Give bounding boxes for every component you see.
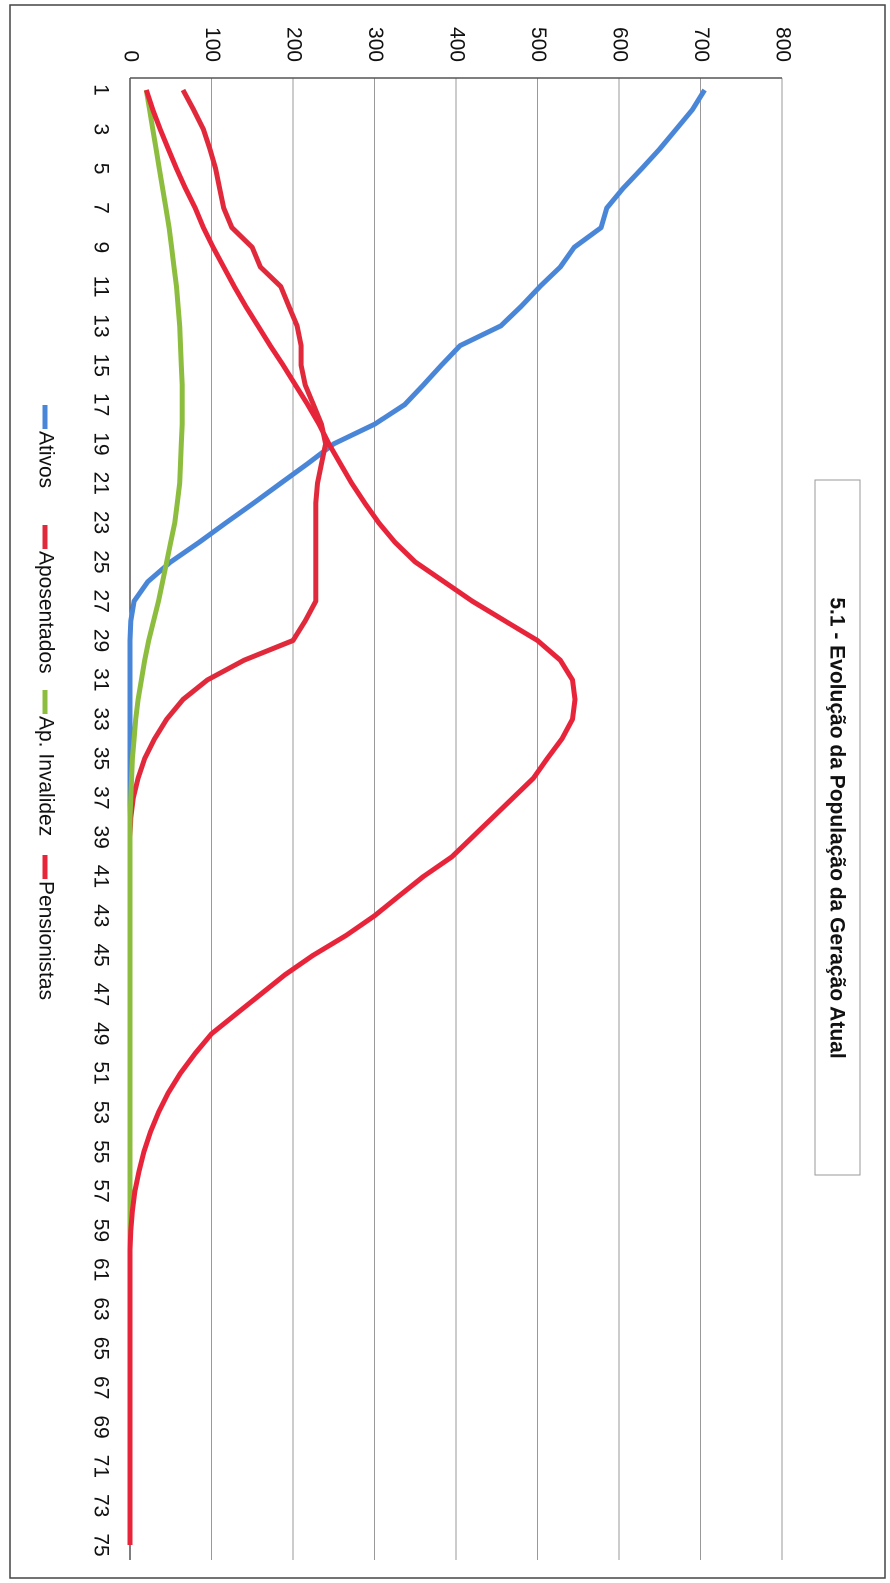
y-tick-label: 800 bbox=[771, 27, 794, 62]
x-tick-label: 73 bbox=[89, 1494, 112, 1517]
x-tick-label: 65 bbox=[89, 1337, 112, 1360]
x-tick-label: 71 bbox=[89, 1455, 112, 1478]
series-line bbox=[127, 88, 329, 1545]
x-tick-label: 35 bbox=[89, 747, 112, 770]
x-tick-label: 31 bbox=[89, 668, 112, 691]
x-tick-label: 29 bbox=[89, 629, 112, 652]
series-line bbox=[127, 89, 185, 1545]
y-tick-label: 500 bbox=[527, 27, 550, 62]
x-tick-label: 7 bbox=[89, 202, 112, 214]
x-tick-label: 41 bbox=[89, 865, 112, 888]
title-box bbox=[814, 479, 861, 1176]
y-tick-label: 600 bbox=[608, 27, 631, 62]
y-tick-label: 400 bbox=[445, 27, 468, 62]
x-tick-label: 55 bbox=[89, 1140, 112, 1163]
x-tick-label: 3 bbox=[89, 123, 112, 135]
x-tick-label: 45 bbox=[89, 943, 112, 966]
x-tick-label: 51 bbox=[89, 1061, 112, 1084]
x-tick-label: 53 bbox=[89, 1101, 112, 1124]
x-tick-label: 15 bbox=[89, 354, 112, 377]
x-tick-label: 13 bbox=[89, 314, 112, 337]
chart-title: 5.1 - Evolução da População da Geração A… bbox=[825, 597, 848, 1058]
x-tick-label: 43 bbox=[89, 904, 112, 927]
legend-label: Aposentados bbox=[34, 551, 57, 674]
x-tick-label: 37 bbox=[89, 786, 112, 809]
y-tick-label: 300 bbox=[364, 27, 387, 62]
x-tick-label: 25 bbox=[89, 550, 112, 573]
y-tick-label: 700 bbox=[690, 27, 713, 62]
x-tick-label: 39 bbox=[89, 825, 112, 848]
series-line bbox=[127, 89, 578, 1545]
x-tick-label: 21 bbox=[89, 472, 112, 495]
rotated-chart: 5.1 - Evolução da População da Geração A… bbox=[9, 4, 886, 1579]
x-tick-label: 17 bbox=[89, 393, 112, 416]
x-tick-label: 1 bbox=[89, 84, 112, 96]
series-line bbox=[127, 88, 707, 1545]
y-tick-label: 200 bbox=[282, 27, 305, 62]
frame bbox=[9, 4, 886, 1579]
x-tick-label: 75 bbox=[89, 1533, 112, 1556]
x-tick-label: 61 bbox=[89, 1258, 112, 1281]
x-tick-label: 19 bbox=[89, 432, 112, 455]
x-tick-label: 59 bbox=[89, 1219, 112, 1242]
x-tick-label: 69 bbox=[89, 1415, 112, 1438]
y-tick-label: 100 bbox=[201, 27, 224, 62]
x-tick-label: 67 bbox=[89, 1376, 112, 1399]
legend-label: Pensionistas bbox=[34, 881, 57, 1000]
x-tick-label: 57 bbox=[89, 1179, 112, 1202]
x-tick-label: 9 bbox=[89, 241, 112, 253]
x-tick-label: 47 bbox=[89, 983, 112, 1006]
x-tick-label: 63 bbox=[89, 1297, 112, 1320]
x-tick-label: 23 bbox=[89, 511, 112, 534]
x-tick-label: 33 bbox=[89, 708, 112, 731]
legend-label: Ap. Invalidez bbox=[34, 716, 57, 836]
x-tick-label: 11 bbox=[89, 276, 112, 298]
x-tick-label: 49 bbox=[89, 1022, 112, 1045]
y-tick-label: 0 bbox=[119, 50, 142, 62]
x-tick-label: 27 bbox=[89, 590, 112, 613]
x-tick-label: 5 bbox=[89, 163, 112, 175]
legend-label: Ativos bbox=[34, 431, 57, 488]
